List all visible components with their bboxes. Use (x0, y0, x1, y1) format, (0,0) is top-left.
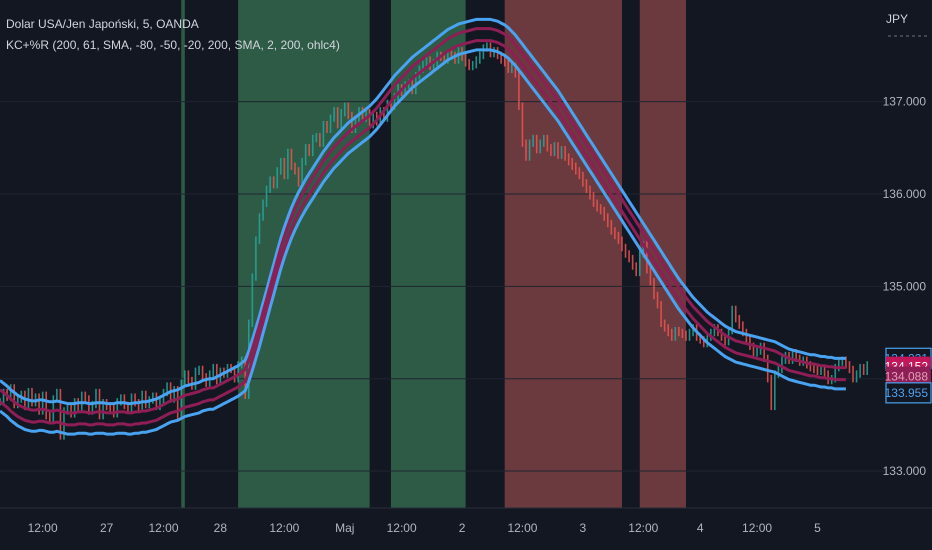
x-tick-label: 5 (814, 521, 821, 535)
price-label-text: 134.088 (885, 370, 929, 384)
y-tick-label: 137.000 (883, 95, 927, 109)
x-tick-label: Maj (335, 521, 354, 535)
y-tick-label: 135.000 (883, 279, 927, 293)
band-channel_inner_upper (0, 27, 846, 415)
x-tick-label: 3 (580, 521, 587, 535)
x-tick-label: 12:00 (742, 521, 772, 535)
x-tick-label: 4 (697, 521, 704, 535)
zone-green-1 (238, 0, 370, 508)
x-tick-label: 12:00 (507, 521, 537, 535)
chart-symbol-title[interactable]: Dolar USA/Jen Japoński, 5, OANDA (6, 17, 199, 31)
zone-red-3 (504, 0, 622, 508)
x-tick-label: 27 (100, 521, 114, 535)
x-tick-label: 12:00 (148, 521, 178, 535)
x-tick-label: 12:00 (269, 521, 299, 535)
y-tick-label: 133.000 (883, 464, 927, 478)
price-label-box (885, 382, 932, 404)
y-axis-panel (885, 0, 932, 550)
x-tick-label: 12:00 (387, 521, 417, 535)
zone-green-2 (390, 0, 466, 508)
price-label-text: 133.955 (885, 386, 929, 400)
zone-green-0 (181, 0, 185, 508)
x-axis-panel (0, 508, 932, 550)
x-tick-label: 28 (214, 521, 228, 535)
band-channel_inner_lower (0, 39, 846, 427)
indicator-label[interactable]: KC+%R (200, 61, SMA, -80, -50, -20, 200,… (6, 38, 340, 52)
x-tick-label: 12:00 (28, 521, 58, 535)
currency-label: JPY (885, 12, 908, 26)
x-tick-label: 2 (459, 521, 466, 535)
band-channel_lower (0, 48, 846, 436)
x-tick-label: 12:00 (628, 521, 658, 535)
band-channel_upper (0, 17, 846, 406)
y-tick-label: 136.000 (883, 187, 927, 201)
price-label-box (886, 366, 931, 387)
